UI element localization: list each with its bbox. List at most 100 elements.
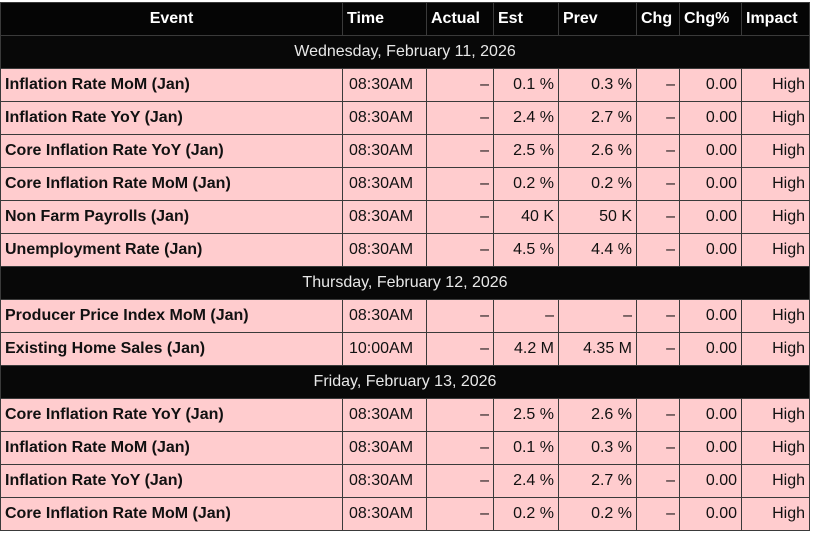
estimate-cell: 4.2 M [493, 332, 559, 366]
impact-cell: High [741, 332, 810, 366]
actual-cell: – [426, 134, 494, 168]
date-label: Thursday, February 12, 2026 [0, 266, 810, 300]
event-row[interactable]: Core Inflation Rate MoM (Jan) 08:30AM –0.2… [0, 497, 810, 531]
column-header-time[interactable]: Time [342, 2, 427, 36]
event-cell: Inflation Rate YoY (Jan) [0, 464, 343, 498]
impact-cell: High [741, 101, 810, 135]
event-row[interactable]: Core Inflation Rate YoY (Jan) 08:30AM –2.5… [0, 134, 810, 168]
event-row[interactable]: Non Farm Payrolls (Jan) 08:30AM –40 K 50 K –… [0, 200, 810, 234]
actual-cell: – [426, 101, 494, 135]
previous-cell: 0.2 % [558, 497, 637, 531]
actual-cell: – [426, 464, 494, 498]
event-row[interactable]: Core Inflation Rate MoM (Jan) 08:30AM –0.2… [0, 167, 810, 201]
column-header-previous[interactable]: Prev [558, 2, 637, 36]
time-cell: 08:30AM [342, 134, 427, 168]
change-cell: – [636, 101, 680, 135]
impact-cell: High [741, 398, 810, 432]
impact-cell: High [741, 200, 810, 234]
time-cell: 08:30AM [342, 497, 427, 531]
impact-cell: High [741, 464, 810, 498]
change-cell: – [636, 134, 680, 168]
change-cell: – [636, 68, 680, 102]
event-row[interactable]: Inflation Rate MoM (Jan) 08:30AM –0.1 % 0.3… [0, 431, 810, 465]
previous-cell: 0.3 % [558, 431, 637, 465]
previous-cell: 2.6 % [558, 398, 637, 432]
column-header-actual[interactable]: Actual [426, 2, 494, 36]
previous-cell: 4.35 M [558, 332, 637, 366]
event-row[interactable]: Unemployment Rate (Jan) 08:30AM –4.5 % 4.4 … [0, 233, 810, 267]
change-cell: – [636, 167, 680, 201]
event-row[interactable]: Inflation Rate YoY (Jan) 08:30AM –2.4 % 2.7… [0, 464, 810, 498]
change-percent-cell: 0.00 [679, 398, 742, 432]
estimate-cell: 2.4 % [493, 464, 559, 498]
actual-cell: – [426, 68, 494, 102]
event-cell: Non Farm Payrolls (Jan) [0, 200, 343, 234]
column-header-impact[interactable]: Impact [741, 2, 810, 36]
impact-cell: High [741, 167, 810, 201]
column-header-event[interactable]: Event [0, 2, 343, 36]
time-cell: 08:30AM [342, 68, 427, 102]
time-cell: 08:30AM [342, 200, 427, 234]
change-cell: – [636, 431, 680, 465]
estimate-cell: 4.5 % [493, 233, 559, 267]
change-cell: – [636, 200, 680, 234]
change-cell: – [636, 497, 680, 531]
change-percent-cell: 0.00 [679, 134, 742, 168]
event-row[interactable]: Existing Home Sales (Jan) 10:00AM –4.2 M 4.… [0, 332, 810, 366]
date-group-row: Friday, February 13, 2026 [0, 365, 810, 399]
header-row: Event Time Actual Est Prev Chg Chg% Impact [0, 2, 810, 36]
impact-cell: High [741, 431, 810, 465]
estimate-cell: 2.5 % [493, 398, 559, 432]
previous-cell: – [558, 299, 637, 333]
previous-cell: 2.7 % [558, 101, 637, 135]
time-cell: 10:00AM [342, 332, 427, 366]
event-cell: Producer Price Index MoM (Jan) [0, 299, 343, 333]
impact-cell: High [741, 68, 810, 102]
change-percent-cell: 0.00 [679, 167, 742, 201]
change-percent-cell: 0.00 [679, 233, 742, 267]
time-cell: 08:30AM [342, 101, 427, 135]
previous-cell: 0.2 % [558, 167, 637, 201]
impact-cell: High [741, 299, 810, 333]
event-row[interactable]: Inflation Rate MoM (Jan) 08:30AM –0.1 % 0.3… [0, 68, 810, 102]
estimate-cell: 2.5 % [493, 134, 559, 168]
actual-cell: – [426, 497, 494, 531]
actual-cell: – [426, 299, 494, 333]
date-group-row: Wednesday, February 11, 2026 [0, 35, 810, 69]
time-cell: 08:30AM [342, 299, 427, 333]
actual-cell: – [426, 233, 494, 267]
actual-cell: – [426, 200, 494, 234]
change-percent-cell: 0.00 [679, 497, 742, 531]
estimate-cell: 0.1 % [493, 431, 559, 465]
date-label: Friday, February 13, 2026 [0, 365, 810, 399]
time-cell: 08:30AM [342, 233, 427, 267]
event-row[interactable]: Core Inflation Rate YoY (Jan) 08:30AM –2.5… [0, 398, 810, 432]
column-header-change-percent[interactable]: Chg% [679, 2, 742, 36]
event-row[interactable]: Inflation Rate YoY (Jan) 08:30AM –2.4 % 2.7… [0, 101, 810, 135]
time-cell: 08:30AM [342, 167, 427, 201]
change-cell: – [636, 332, 680, 366]
time-cell: 08:30AM [342, 464, 427, 498]
change-cell: – [636, 464, 680, 498]
estimate-cell: 0.2 % [493, 167, 559, 201]
impact-cell: High [741, 134, 810, 168]
estimate-cell: 2.4 % [493, 101, 559, 135]
change-percent-cell: 0.00 [679, 332, 742, 366]
actual-cell: – [426, 398, 494, 432]
previous-cell: 50 K [558, 200, 637, 234]
change-percent-cell: 0.00 [679, 200, 742, 234]
change-percent-cell: 0.00 [679, 101, 742, 135]
event-row[interactable]: Producer Price Index MoM (Jan) 08:30AM – – –… [0, 299, 810, 333]
column-header-change[interactable]: Chg [636, 2, 680, 36]
actual-cell: – [426, 167, 494, 201]
actual-cell: – [426, 332, 494, 366]
column-header-estimate[interactable]: Est [493, 2, 559, 36]
event-cell: Core Inflation Rate MoM (Jan) [0, 167, 343, 201]
change-percent-cell: 0.00 [679, 68, 742, 102]
impact-cell: High [741, 497, 810, 531]
event-cell: Existing Home Sales (Jan) [0, 332, 343, 366]
actual-cell: – [426, 431, 494, 465]
event-cell: Inflation Rate MoM (Jan) [0, 431, 343, 465]
previous-cell: 2.7 % [558, 464, 637, 498]
